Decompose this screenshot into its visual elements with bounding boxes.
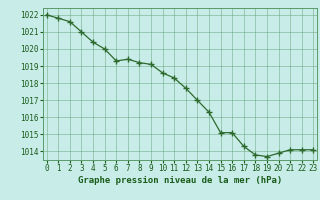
X-axis label: Graphe pression niveau de la mer (hPa): Graphe pression niveau de la mer (hPa) [78, 176, 282, 185]
